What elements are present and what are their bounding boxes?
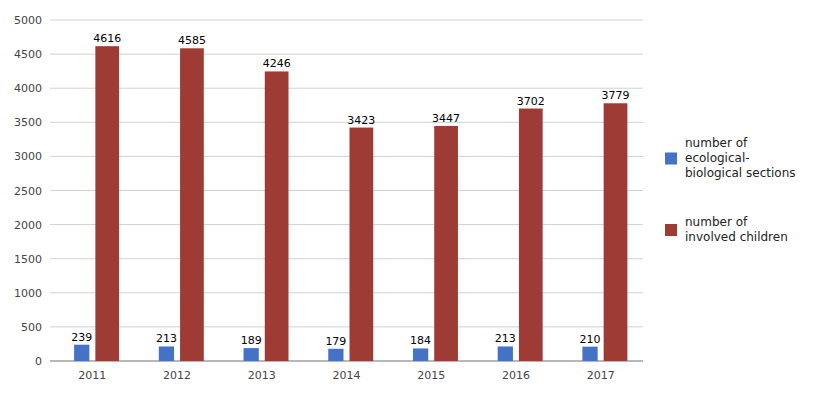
x-tick-label: 2014: [333, 369, 361, 382]
bar: [244, 348, 259, 361]
legend-swatch: [665, 224, 677, 236]
y-tick-label: 4000: [14, 82, 42, 95]
bar: [519, 109, 543, 361]
chart: 0 500 1000 1500 2000 2500 3000 3500 4000 4500 5000…: [0, 0, 833, 393]
y-tick-label: 3000: [14, 150, 42, 163]
data-labels: 239 213 189 179 184 213 210 4616 4585 4246 3423 344…: [71, 32, 629, 348]
data-label: 3702: [517, 95, 545, 108]
bar: [180, 48, 204, 361]
y-tick-label: 1000: [14, 287, 42, 300]
x-tick-label: 2016: [502, 369, 530, 382]
bar: [95, 46, 119, 361]
data-label: 4585: [178, 34, 206, 47]
bar: [265, 71, 289, 361]
x-tick-label: 2017: [587, 369, 615, 382]
x-tick-label: 2012: [163, 369, 191, 382]
y-tick-label: 500: [21, 321, 42, 334]
bar: [74, 345, 89, 361]
data-label: 3779: [602, 89, 630, 102]
y-tick-label: 1500: [14, 253, 42, 266]
x-axis-line: [50, 361, 643, 362]
data-label: 3423: [347, 114, 375, 127]
grid-line: [50, 156, 643, 157]
grid-line: [50, 224, 643, 225]
bar: [413, 348, 428, 361]
data-label: 4246: [263, 57, 291, 70]
grid-line: [50, 88, 643, 89]
data-label: 3447: [432, 112, 460, 125]
bar: [350, 128, 374, 361]
x-tick-label: 2011: [78, 369, 106, 382]
grid-line: [50, 292, 643, 293]
data-label: 213: [156, 332, 177, 345]
x-tick-label: 2015: [417, 369, 445, 382]
y-tick-label: 2500: [14, 185, 42, 198]
bar: [434, 126, 458, 361]
chart-container: 0 500 1000 1500 2000 2500 3000 3500 4000 4500 5000…: [0, 0, 833, 393]
data-label: 210: [580, 333, 601, 346]
legend: number ofecological-biological sections n…: [665, 136, 796, 244]
bar: [328, 349, 343, 361]
grid-line: [50, 258, 643, 259]
legend-swatch: [665, 153, 677, 165]
bar: [498, 346, 513, 361]
grid: [50, 20, 643, 361]
data-label: 184: [410, 334, 431, 347]
data-label: 213: [495, 332, 516, 345]
bars: [74, 46, 627, 361]
x-tick-label: 2013: [248, 369, 276, 382]
y-tick-label: 5000: [14, 14, 42, 27]
data-label: 4616: [93, 32, 121, 45]
grid-line: [50, 361, 643, 362]
data-label: 239: [71, 331, 92, 344]
data-label: 179: [325, 335, 346, 348]
data-label: 189: [241, 334, 262, 347]
legend-label: number ofinvolved children: [685, 215, 788, 244]
y-tick-label: 2000: [14, 219, 42, 232]
y-tick-label: 4500: [14, 48, 42, 61]
y-tick-label: 0: [35, 355, 42, 368]
y-tick-label: 3500: [14, 116, 42, 129]
grid-line: [50, 54, 643, 55]
bar: [604, 103, 628, 361]
bar: [582, 347, 597, 361]
grid-line: [50, 190, 643, 191]
grid-line: [50, 326, 643, 327]
legend-label: number ofecological-biological sections: [685, 136, 796, 180]
grid-line: [50, 20, 643, 21]
bar: [159, 346, 174, 361]
